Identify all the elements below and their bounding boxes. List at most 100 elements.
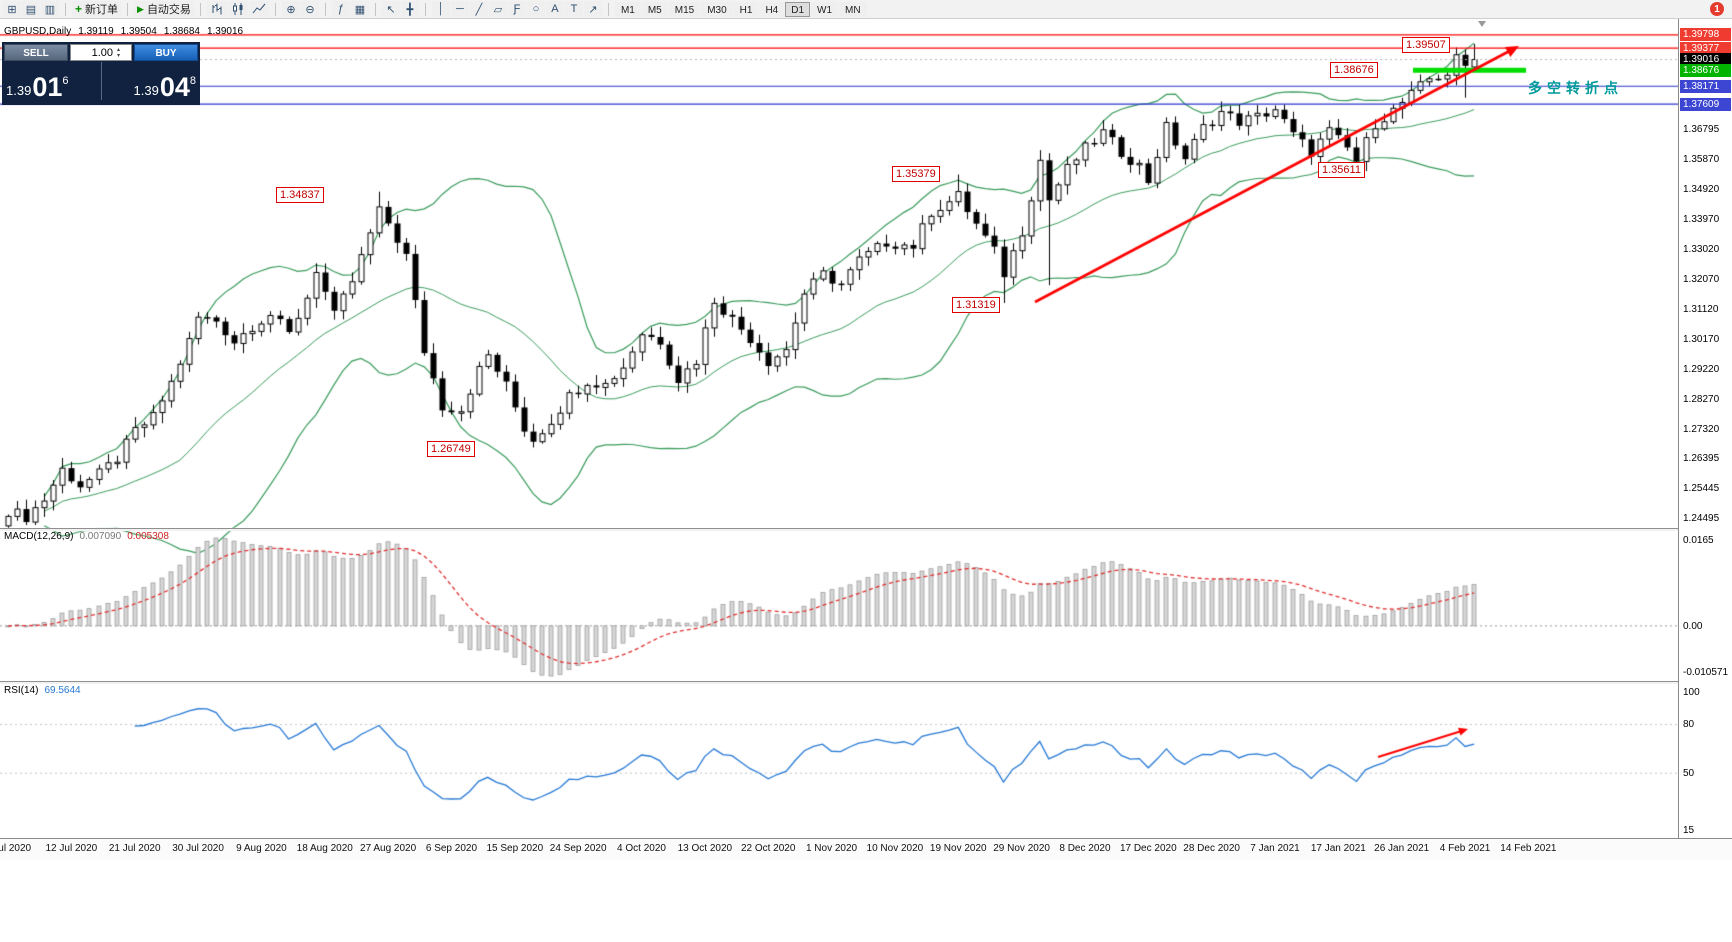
- price-label-annotation[interactable]: 1.39507: [1402, 37, 1450, 53]
- price-axis-label: 1.25445: [1683, 483, 1720, 495]
- chart-canvas[interactable]: [0, 19, 1678, 838]
- timeframe-h1-button[interactable]: H1: [733, 1, 759, 17]
- price-axis-badge: 1.37609: [1680, 97, 1731, 111]
- date-label: 4 Oct 2020: [617, 843, 666, 854]
- date-label: 10 Nov 2020: [866, 843, 924, 854]
- timeframe-m30-button[interactable]: M30: [701, 1, 733, 17]
- date-label: 18 Aug 2020: [296, 843, 353, 854]
- toolbar: ⊞ ▤ ▥ + 新订单 ▶ 自动交易 ⊕ ⊖ ƒ ▦ ↖ ╋ │ ─ ╱ ▱ Ƒ ○ A T ↗ M1 M5…: [0, 0, 1732, 19]
- price-axis-badge: 1.39798: [1680, 28, 1731, 42]
- text-label-icon[interactable]: T: [564, 1, 583, 17]
- timeframe-m1-button[interactable]: M1: [614, 1, 641, 17]
- plus-icon: +: [75, 2, 83, 16]
- new-chart-icon[interactable]: ⊞: [3, 1, 21, 17]
- one-click-trading-panel: SELL ▴ ▾ BUY 1.39 01 6 1.39 04 8: [2, 42, 200, 105]
- notification-badge[interactable]: 1: [1710, 2, 1724, 16]
- trendline-icon[interactable]: ╱: [469, 1, 488, 17]
- time-axis[interactable]: 2 Jul 2020 12 Jul 2020 21 Jul 2020 30 Jul 2…: [0, 838, 1732, 860]
- price-label-annotation[interactable]: 1.35611: [1318, 162, 1365, 178]
- zoom-out-icon[interactable]: ⊖: [300, 1, 319, 17]
- timeframe-mn-button[interactable]: MN: [839, 1, 867, 17]
- date-label: 9 Aug 2020: [236, 843, 287, 854]
- timeframe-m15-button[interactable]: M15: [668, 1, 701, 17]
- price-label-annotation[interactable]: 1.26749: [427, 441, 475, 457]
- timeframe-w1-button[interactable]: W1: [811, 1, 839, 17]
- macd-main-value: 0.007090: [79, 531, 122, 542]
- autotrade-button[interactable]: ▶ 自动交易: [134, 1, 194, 17]
- panel-separator-rsi[interactable]: [0, 681, 1732, 684]
- new-order-label: 新订单: [85, 4, 119, 16]
- date-label: 13 Oct 2020: [677, 843, 733, 854]
- data-window-icon[interactable]: ▥: [41, 1, 59, 17]
- toolbar-separator: [324, 2, 326, 16]
- price-axis-badge: 1.38171: [1680, 79, 1731, 93]
- timeframe-d1-button[interactable]: D1: [785, 1, 811, 17]
- buy-price: 1.39 04 8: [133, 72, 196, 102]
- cursor-icon[interactable]: ↖: [381, 1, 400, 17]
- buy-button[interactable]: BUY: [134, 44, 198, 61]
- price-axis[interactable]: 1.39798 1.39377 1.39016 1.38676 1.38171 1.376…: [1678, 19, 1732, 838]
- volume-up-icon[interactable]: ▴: [117, 46, 121, 53]
- ellipse-icon[interactable]: ○: [526, 1, 545, 17]
- tile-windows-icon[interactable]: ▦: [350, 1, 369, 17]
- chart-shift-marker[interactable]: [1478, 21, 1486, 27]
- open-value: 1.39119: [78, 26, 114, 37]
- text-icon[interactable]: A: [545, 1, 564, 17]
- close-value: 1.39016: [206, 26, 244, 37]
- rsi-title: RSI(14): [4, 685, 39, 696]
- price-label-annotation[interactable]: 1.38676: [1330, 62, 1378, 78]
- candlestick-chart-icon[interactable]: [227, 1, 248, 17]
- rsi-axis-label: 80: [1683, 718, 1695, 730]
- bar-chart-icon[interactable]: [206, 1, 227, 17]
- timeframe-h4-button[interactable]: H4: [759, 1, 785, 17]
- indicators-icon[interactable]: ƒ: [331, 1, 350, 17]
- price-axis-label: 1.26395: [1683, 453, 1720, 465]
- date-label: 26 Jan 2021: [1374, 843, 1430, 854]
- profiles-icon[interactable]: ▤: [22, 1, 40, 17]
- price-axis-label: 1.36795: [1683, 124, 1720, 136]
- price-label-annotation[interactable]: 1.34837: [276, 187, 324, 203]
- price-axis-label: 1.33970: [1683, 213, 1720, 225]
- macd-axis-min: -0.010571: [1683, 667, 1729, 678]
- toolbar-separator: [65, 2, 66, 16]
- line-chart-icon[interactable]: [248, 1, 269, 17]
- vertical-line-icon[interactable]: │: [431, 1, 450, 17]
- price-axis-label: 1.24495: [1683, 513, 1720, 525]
- channel-icon[interactable]: ▱: [488, 1, 507, 17]
- date-label: 6 Sep 2020: [425, 843, 478, 854]
- play-icon: ▶: [137, 3, 144, 14]
- date-label: 15 Sep 2020: [486, 843, 544, 854]
- new-order-button[interactable]: + 新订单: [72, 1, 122, 17]
- date-label: 17 Dec 2020: [1119, 843, 1177, 854]
- date-label: 8 Dec 2020: [1059, 843, 1111, 854]
- macd-axis-zero: 0.00: [1683, 620, 1703, 632]
- volume-input[interactable]: [71, 45, 115, 60]
- volume-down-icon[interactable]: ▾: [117, 52, 121, 59]
- bull-bear-turning-point-note[interactable]: 多空转折点: [1528, 80, 1623, 96]
- toolbar-separator: [127, 2, 129, 16]
- macd-axis-max: 0.0165: [1683, 535, 1714, 546]
- crosshair-icon[interactable]: ╋: [400, 1, 419, 17]
- arrow-tool-icon[interactable]: ↗: [583, 1, 602, 17]
- price-axis-label: 1.32070: [1683, 273, 1720, 285]
- date-label: 7 Jan 2021: [1250, 843, 1300, 854]
- symbol-period-label: GBPUSD,Daily: [4, 26, 72, 37]
- horizontal-line-icon[interactable]: ─: [450, 1, 469, 17]
- sell-button[interactable]: SELL: [4, 44, 68, 61]
- panel-separator-macd[interactable]: [0, 528, 1732, 531]
- price-label-annotation[interactable]: 1.31319: [952, 297, 1000, 313]
- date-label: 21 Jul 2020: [108, 843, 161, 854]
- chart-window[interactable]: [0, 19, 1678, 838]
- price-axis-badge: 1.39016: [1680, 53, 1731, 67]
- fibonacci-icon[interactable]: Ƒ: [507, 1, 526, 17]
- zoom-in-icon[interactable]: ⊕: [281, 1, 300, 17]
- timeframe-m5-button[interactable]: M5: [641, 1, 668, 17]
- date-label: 2 Jul 2020: [0, 843, 32, 854]
- toolbar-separator: [274, 2, 276, 16]
- price-label-annotation[interactable]: 1.35379: [892, 166, 940, 182]
- price-axis-label: 1.33020: [1683, 243, 1720, 255]
- macd-title: MACD(12,26,9): [4, 531, 74, 542]
- toolbar-separator: [607, 2, 609, 16]
- volume-stepper[interactable]: ▴ ▾: [70, 44, 132, 61]
- date-label: 30 Jul 2020: [172, 843, 224, 854]
